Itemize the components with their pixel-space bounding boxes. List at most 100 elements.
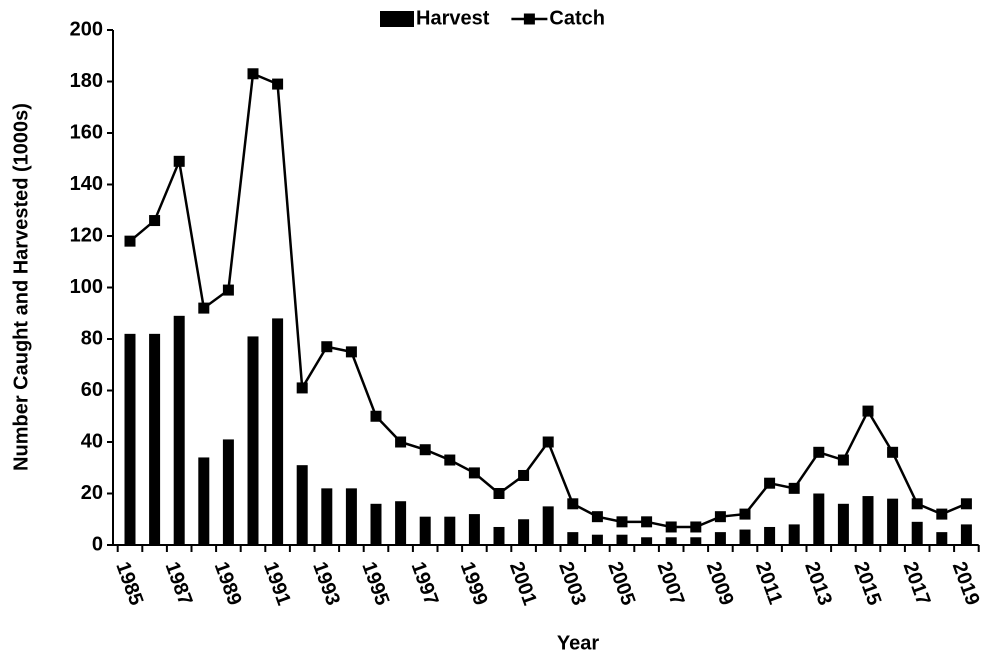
y-tick-label: 80: [81, 327, 103, 349]
bar: [616, 534, 628, 545]
bar: [714, 532, 726, 545]
bar: [370, 503, 382, 545]
x-tick-label: 2019: [948, 559, 984, 608]
y-tick-label: 120: [70, 224, 103, 246]
bar: [345, 488, 357, 545]
marker: [345, 346, 357, 358]
bar: [911, 521, 923, 545]
marker: [542, 436, 554, 448]
bar: [788, 524, 800, 545]
x-tick-label: 2011: [751, 559, 787, 607]
x-tick-label: 2013: [800, 559, 836, 608]
marker: [567, 498, 579, 510]
bar: [591, 534, 603, 545]
bar: [837, 503, 849, 545]
marker: [641, 516, 653, 528]
x-tick-label: 1987: [161, 559, 197, 608]
bar: [936, 532, 948, 545]
bar: [198, 457, 210, 545]
marker: [591, 511, 603, 523]
bar: [764, 526, 776, 545]
bar: [567, 532, 579, 545]
x-tick-label: 2007: [653, 559, 689, 608]
marker: [296, 382, 308, 394]
marker: [321, 341, 333, 353]
bar: [468, 514, 480, 545]
y-tick-label: 40: [81, 430, 103, 452]
bar: [690, 537, 702, 545]
x-tick-label: 2009: [702, 559, 738, 608]
marker: [936, 508, 948, 520]
y-tick-label: 160: [70, 121, 103, 143]
marker: [739, 508, 751, 520]
x-tick-label: 1989: [210, 559, 246, 608]
marker: [272, 78, 284, 90]
x-tick-label: 2015: [849, 559, 885, 608]
marker: [887, 446, 899, 458]
bar: [960, 524, 972, 545]
marker: [468, 467, 480, 479]
y-tick-label: 180: [70, 70, 103, 92]
x-tick-label: 1999: [456, 559, 492, 608]
bar: [542, 506, 554, 545]
bar: [518, 519, 530, 545]
bar: [493, 526, 505, 545]
legend-swatch: [380, 11, 414, 27]
bar: [739, 529, 751, 545]
legend-label: Harvest: [416, 7, 490, 29]
bar: [665, 537, 677, 545]
bar: [124, 333, 136, 545]
marker: [690, 521, 702, 533]
bar: [222, 439, 234, 545]
y-tick-label: 20: [81, 482, 103, 504]
marker: [419, 444, 431, 456]
bar: [641, 537, 653, 545]
x-tick-label: 1985: [111, 559, 147, 608]
marker: [493, 488, 505, 499]
marker: [837, 454, 849, 466]
bar: [813, 493, 825, 545]
bar: [887, 498, 899, 545]
y-tick-label: 140: [70, 173, 103, 195]
marker: [764, 477, 776, 489]
bar: [444, 516, 456, 545]
x-tick-label: 1991: [259, 559, 295, 608]
y-tick-label: 100: [70, 276, 103, 298]
y-tick-label: 60: [81, 379, 103, 401]
marker: [198, 302, 210, 314]
bar: [862, 496, 874, 545]
bar: [149, 333, 161, 545]
marker: [911, 498, 923, 510]
marker: [665, 521, 677, 533]
x-tick-label: 2003: [554, 559, 590, 608]
y-tick-label: 0: [92, 533, 103, 555]
marker: [444, 454, 456, 466]
marker: [173, 155, 185, 167]
x-axis-title: Year: [557, 632, 599, 654]
marker: [960, 498, 972, 510]
legend-swatch: [523, 13, 535, 25]
marker: [714, 511, 726, 523]
marker: [247, 68, 259, 80]
bar: [419, 516, 431, 545]
marker: [395, 436, 407, 448]
bar: [247, 336, 259, 545]
y-axis-title: Number Caught and Harvested (1000s): [10, 103, 32, 471]
marker: [149, 215, 161, 227]
marker: [862, 405, 874, 417]
x-tick-label: 2001: [505, 559, 541, 608]
x-tick-label: 1993: [308, 559, 344, 608]
marker: [616, 516, 628, 528]
bar: [321, 488, 333, 545]
x-tick-label: 2017: [899, 559, 935, 608]
bar: [395, 501, 407, 545]
marker: [124, 235, 136, 247]
x-tick-label: 1997: [407, 559, 443, 608]
bar: [296, 465, 308, 545]
marker: [788, 482, 800, 494]
marker: [222, 284, 234, 296]
x-tick-label: 2005: [603, 559, 639, 608]
bar: [173, 315, 185, 545]
bar: [272, 318, 284, 545]
